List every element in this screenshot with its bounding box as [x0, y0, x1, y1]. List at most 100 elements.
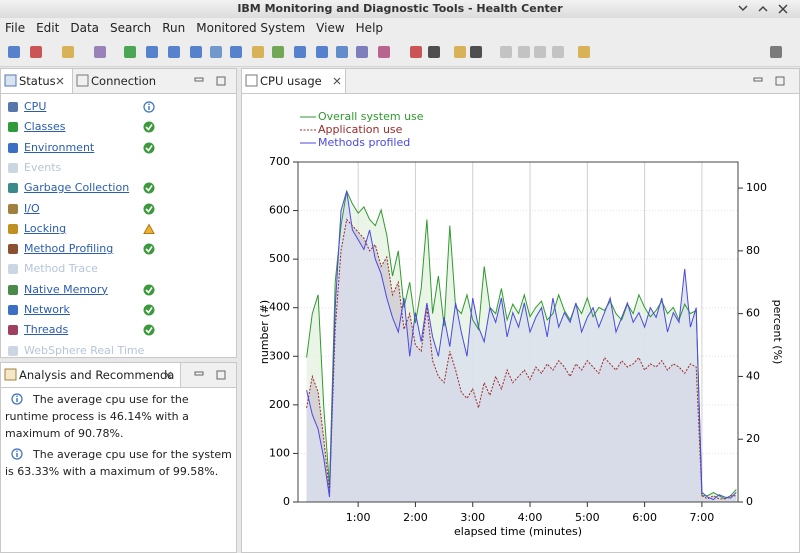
toolbar-button[interactable]: [578, 46, 590, 58]
item-icon-shape: [8, 345, 18, 356]
status-item[interactable]: Network: [7, 301, 227, 319]
minimize[interactable]: [194, 77, 204, 82]
toolbar-button[interactable]: [518, 46, 530, 58]
toolbar-button[interactable]: [316, 46, 328, 58]
x-tick-label: 6:00: [632, 511, 657, 524]
tab-close[interactable]: [164, 371, 172, 379]
minimize[interactable]: [194, 371, 204, 376]
status-label[interactable]: Locking: [24, 221, 67, 235]
toolbar-button[interactable]: [454, 46, 466, 58]
toolbar-button[interactable]: [428, 46, 440, 58]
maximize[interactable]: [216, 76, 226, 86]
series-area: [306, 191, 737, 502]
status-icon: [143, 142, 155, 154]
tab-label: Analysis and Recommenda: [19, 368, 175, 382]
minimize[interactable]: [738, 5, 748, 12]
status-label[interactable]: Classes: [24, 120, 66, 134]
status-item[interactable]: Locking: [7, 220, 227, 238]
toolbar-button[interactable]: [146, 46, 158, 58]
ok-check: [145, 185, 153, 192]
toolbar-button[interactable]: [470, 46, 482, 58]
tab[interactable]: CPU usage: [242, 69, 346, 93]
toolbar-button[interactable]: [770, 46, 782, 58]
status-label[interactable]: Network: [24, 303, 70, 316]
status-label[interactable]: Environment: [24, 140, 95, 154]
ok-circle: [143, 121, 155, 133]
status-item[interactable]: Environment: [7, 139, 227, 157]
toolbar-button[interactable]: [552, 46, 564, 58]
status-item[interactable]: Classes: [7, 118, 227, 136]
item-icon-shape: [8, 305, 18, 315]
maximize[interactable]: [775, 76, 785, 86]
status-label: WebSphere Real Time: [24, 343, 145, 357]
toolbar-button[interactable]: [500, 46, 512, 58]
status-item[interactable]: Threads: [7, 321, 227, 339]
ok-circle: [143, 182, 155, 194]
tab[interactable]: Connection: [73, 69, 183, 93]
toolbar-button[interactable]: [62, 46, 74, 58]
toolbar-button[interactable]: [294, 46, 306, 58]
status-label[interactable]: Garbage Collection: [24, 181, 130, 195]
status-item[interactable]: Garbage Collection: [7, 179, 227, 197]
maximize[interactable]: [216, 370, 226, 380]
tab-icon: [245, 74, 258, 87]
y2-tick-label: 0: [746, 495, 753, 508]
maximize[interactable]: [758, 5, 768, 12]
status-label[interactable]: Method Profiling: [24, 242, 114, 256]
menu-item[interactable]: View: [316, 21, 345, 35]
status-icon: [143, 101, 155, 113]
panel-buttons: [4, 368, 226, 381]
item-icon: [8, 284, 18, 295]
window-controls: [738, 4, 788, 14]
toolbar-button[interactable]: [378, 46, 390, 58]
item-icon-shape: [8, 284, 18, 295]
legend-label: Overall system use: [318, 110, 424, 123]
status-label[interactable]: Native Memory: [24, 282, 108, 296]
y2-tick-label: 80: [746, 244, 760, 257]
menu-item[interactable]: Data: [70, 21, 99, 35]
toolbar-button[interactable]: [410, 46, 422, 58]
ok-circle: [143, 203, 155, 214]
toolbar-button[interactable]: [356, 46, 368, 58]
status-item[interactable]: I/O: [7, 200, 227, 218]
toolbar-button[interactable]: [272, 46, 284, 58]
menu-item[interactable]: Run: [162, 21, 186, 35]
toolbar-button[interactable]: [230, 46, 242, 58]
tab-close[interactable]: [56, 77, 64, 85]
status-label[interactable]: I/O: [24, 201, 40, 215]
toolbar-button[interactable]: [336, 46, 348, 58]
menu-item[interactable]: Monitored System: [196, 21, 306, 35]
ok-circle: [143, 304, 155, 316]
x-tick-label: 5:00: [575, 511, 600, 524]
y-tick-label: 700: [269, 155, 290, 168]
toolbar-button[interactable]: [168, 46, 180, 58]
menu-item[interactable]: Search: [110, 21, 152, 35]
toolbar-icons: [8, 46, 782, 58]
item-icon-shape: [8, 102, 18, 112]
menu-item[interactable]: Help: [355, 21, 384, 35]
minimize[interactable]: [753, 77, 763, 82]
close[interactable]: [778, 4, 788, 14]
status-label[interactable]: CPU: [24, 100, 47, 113]
toolbar-button[interactable]: [534, 46, 546, 58]
tab[interactable]: Analysis and Recommenda: [1, 363, 181, 387]
legend-label: Methods profiled: [318, 136, 410, 149]
ok-circle: [143, 324, 155, 336]
toolbar-button[interactable]: [210, 46, 222, 58]
status-item[interactable]: Native Memory: [7, 281, 227, 299]
status-label[interactable]: Threads: [24, 323, 69, 337]
toolbar-button[interactable]: [190, 46, 202, 58]
toolbar-button[interactable]: [8, 46, 20, 58]
message-text: The average cpu use for the runtime proc…: [5, 393, 189, 440]
toolbar-button[interactable]: [124, 46, 136, 58]
ok-check: [145, 307, 153, 314]
menu-item[interactable]: File: [5, 21, 26, 35]
toolbar-button[interactable]: [252, 46, 264, 58]
menu-item[interactable]: Edit: [36, 21, 60, 35]
status-item[interactable]: CPU: [7, 98, 227, 116]
tab-close[interactable]: [333, 77, 341, 85]
toolbar-button[interactable]: [94, 46, 106, 58]
status-item[interactable]: Method Profiling: [7, 240, 227, 258]
status-icon: [143, 223, 155, 234]
toolbar-button[interactable]: [30, 46, 42, 58]
